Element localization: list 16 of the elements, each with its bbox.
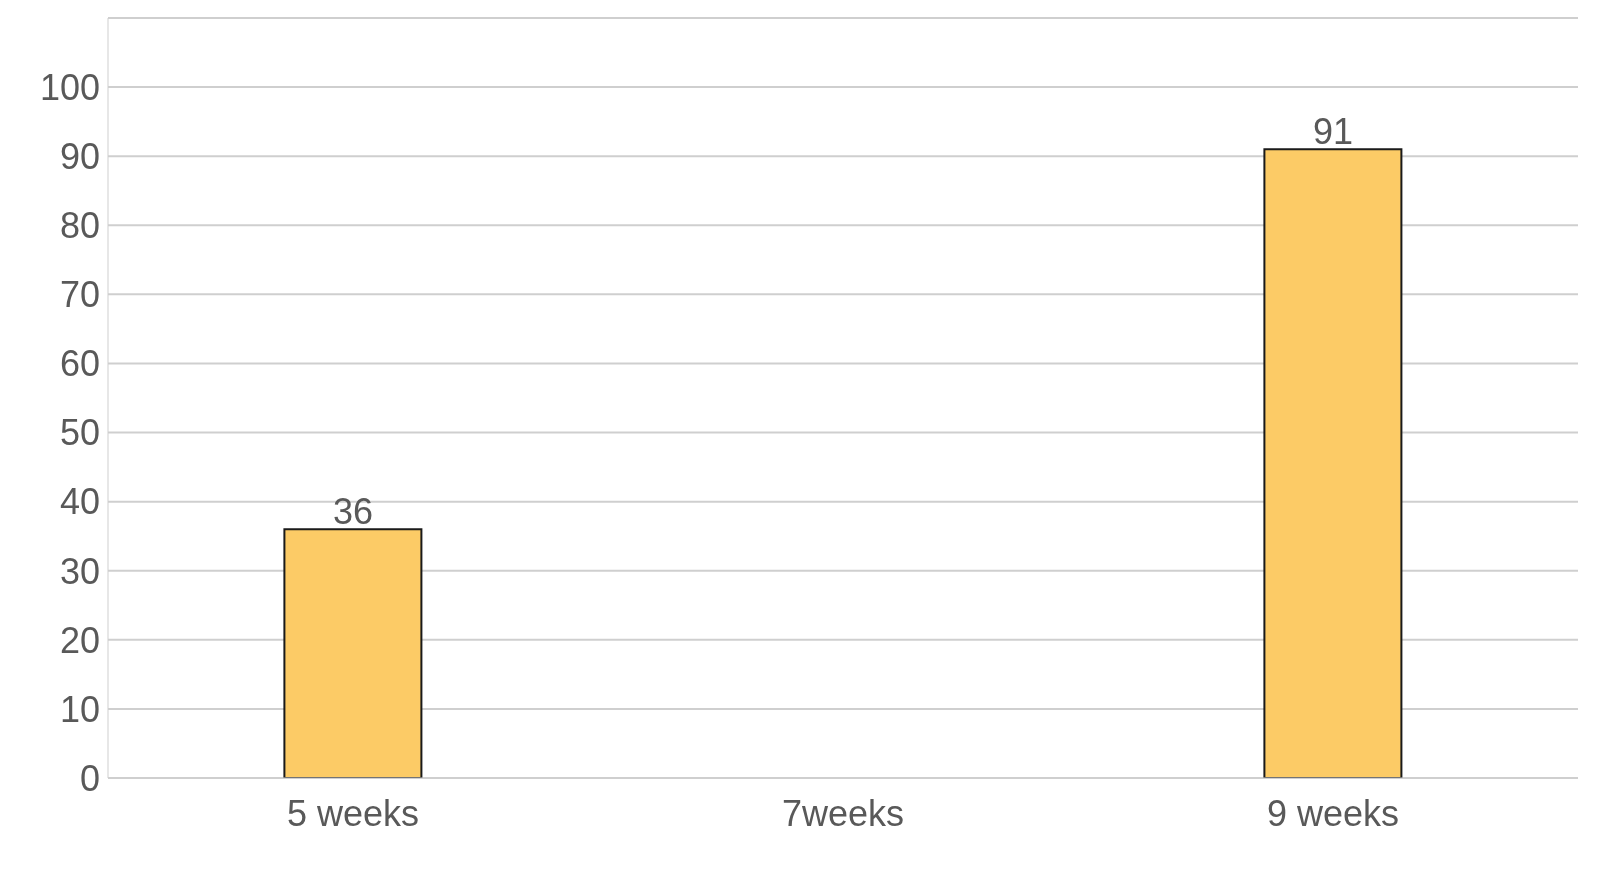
y-tick-label: 40 — [59, 481, 100, 523]
y-tick-label: 50 — [59, 412, 100, 454]
y-tick-label: 0 — [79, 757, 100, 799]
y-tick-label: 80 — [59, 205, 100, 247]
y-tick-label: 60 — [59, 343, 100, 385]
y-tick-label: 100 — [39, 66, 100, 108]
x-tick-label: 7weeks — [781, 792, 905, 834]
data-label: 36 — [332, 491, 373, 533]
y-tick-label: 10 — [59, 688, 100, 730]
x-tick-label: 9 weeks — [1266, 792, 1400, 834]
x-tick-label: 5 weeks — [286, 792, 420, 834]
data-label: 91 — [1312, 111, 1353, 153]
y-tick-label: 70 — [59, 274, 100, 316]
y-tick-label: 30 — [59, 550, 100, 592]
y-tick-label: 20 — [59, 619, 100, 661]
y-tick-label: 90 — [59, 135, 100, 177]
